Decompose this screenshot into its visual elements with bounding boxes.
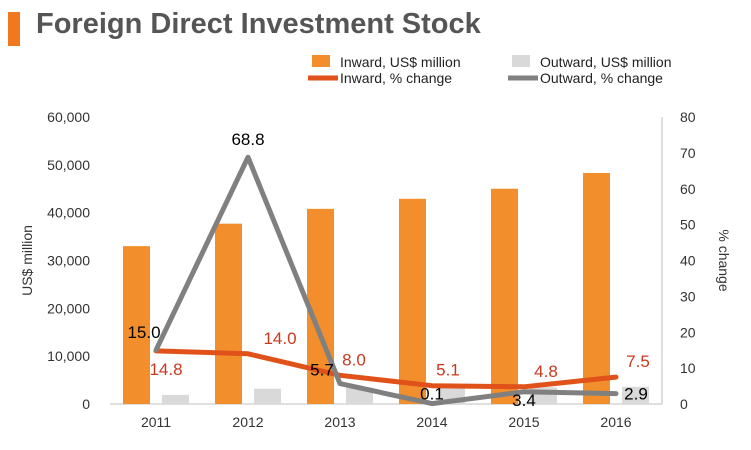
y2-tick-label: 10 — [680, 360, 696, 376]
x-tick-label: 2015 — [508, 414, 539, 430]
y2-tick-label: 80 — [680, 109, 696, 125]
y2-tick-label: 60 — [680, 181, 696, 197]
inward-change-label: 5.1 — [436, 361, 460, 380]
outward-change-label: 0.1 — [420, 385, 444, 404]
y-tick-label: 60,000 — [47, 109, 90, 125]
outward-change-label: 5.7 — [310, 361, 334, 380]
y2-tick-label: 0 — [680, 396, 688, 412]
inward-change-line — [153, 348, 619, 390]
y2-tick-label: 40 — [680, 253, 696, 269]
y2-tick-label: 30 — [680, 288, 696, 304]
inward-change-label: 8.0 — [342, 350, 366, 369]
axes: 0 10,000 20,000 30,000 40,000 50,000 60,000 0 10… — [19, 109, 732, 430]
inward-bar — [123, 246, 150, 404]
inward-bar — [215, 223, 242, 404]
x-tick-label: 2012 — [232, 414, 263, 430]
legend-swatch — [312, 55, 330, 67]
legend-label: Inward, US$ million — [340, 54, 461, 70]
outward-change-line — [153, 154, 619, 407]
y-tick-label: 50,000 — [47, 157, 90, 173]
bars — [123, 172, 649, 404]
outward-change-label: 3.4 — [512, 391, 536, 410]
inward-change-label: 14.0 — [263, 329, 296, 348]
y-tick-label: 40,000 — [47, 205, 90, 221]
chart-title: Foreign Direct Investment Stock — [36, 8, 481, 40]
outward-bar — [162, 394, 189, 404]
outward-bar — [254, 388, 281, 404]
legend-label: Outward, % change — [540, 70, 663, 86]
y2-axis-title: % change — [716, 229, 732, 291]
x-tick-label: 2016 — [600, 414, 631, 430]
y-tick-label: 20,000 — [47, 300, 90, 316]
inward-bar — [583, 172, 610, 404]
legend-label: Inward, % change — [340, 70, 452, 86]
lines — [153, 154, 619, 407]
outward-change-label: 2.9 — [624, 385, 648, 404]
outward-change-label: 15.0 — [127, 323, 160, 342]
inward-change-label: 14.8 — [149, 360, 182, 379]
legend: Inward, US$ million Outward, US$ million I… — [308, 54, 672, 86]
y2-tick-label: 70 — [680, 145, 696, 161]
x-tick-label: 2013 — [324, 414, 355, 430]
inward-change-label: 7.5 — [626, 352, 650, 371]
y2-tick-label: 50 — [680, 217, 696, 233]
y-tick-label: 0 — [82, 396, 90, 412]
inward-bar — [399, 198, 426, 404]
y-tick-label: 10,000 — [47, 348, 90, 364]
outward-bar — [622, 386, 649, 404]
y-tick-label: 30,000 — [47, 253, 90, 269]
data-labels: 14.8 14.0 8.0 5.1 4.8 7.5 15.0 68.8 5.7 0.1 3.4 2.9 — [127, 130, 649, 410]
y-axis-title: US$ million — [19, 225, 35, 296]
title-accent-bar — [8, 12, 20, 46]
legend-swatch — [512, 55, 530, 67]
legend-label: Outward, US$ million — [540, 54, 672, 70]
y2-tick-label: 20 — [680, 324, 696, 340]
outward-change-label: 68.8 — [231, 130, 264, 149]
inward-change-label: 4.8 — [534, 362, 558, 381]
inward-bar — [491, 188, 518, 404]
x-tick-label: 2014 — [416, 414, 447, 430]
x-tick-label: 2011 — [141, 414, 171, 430]
